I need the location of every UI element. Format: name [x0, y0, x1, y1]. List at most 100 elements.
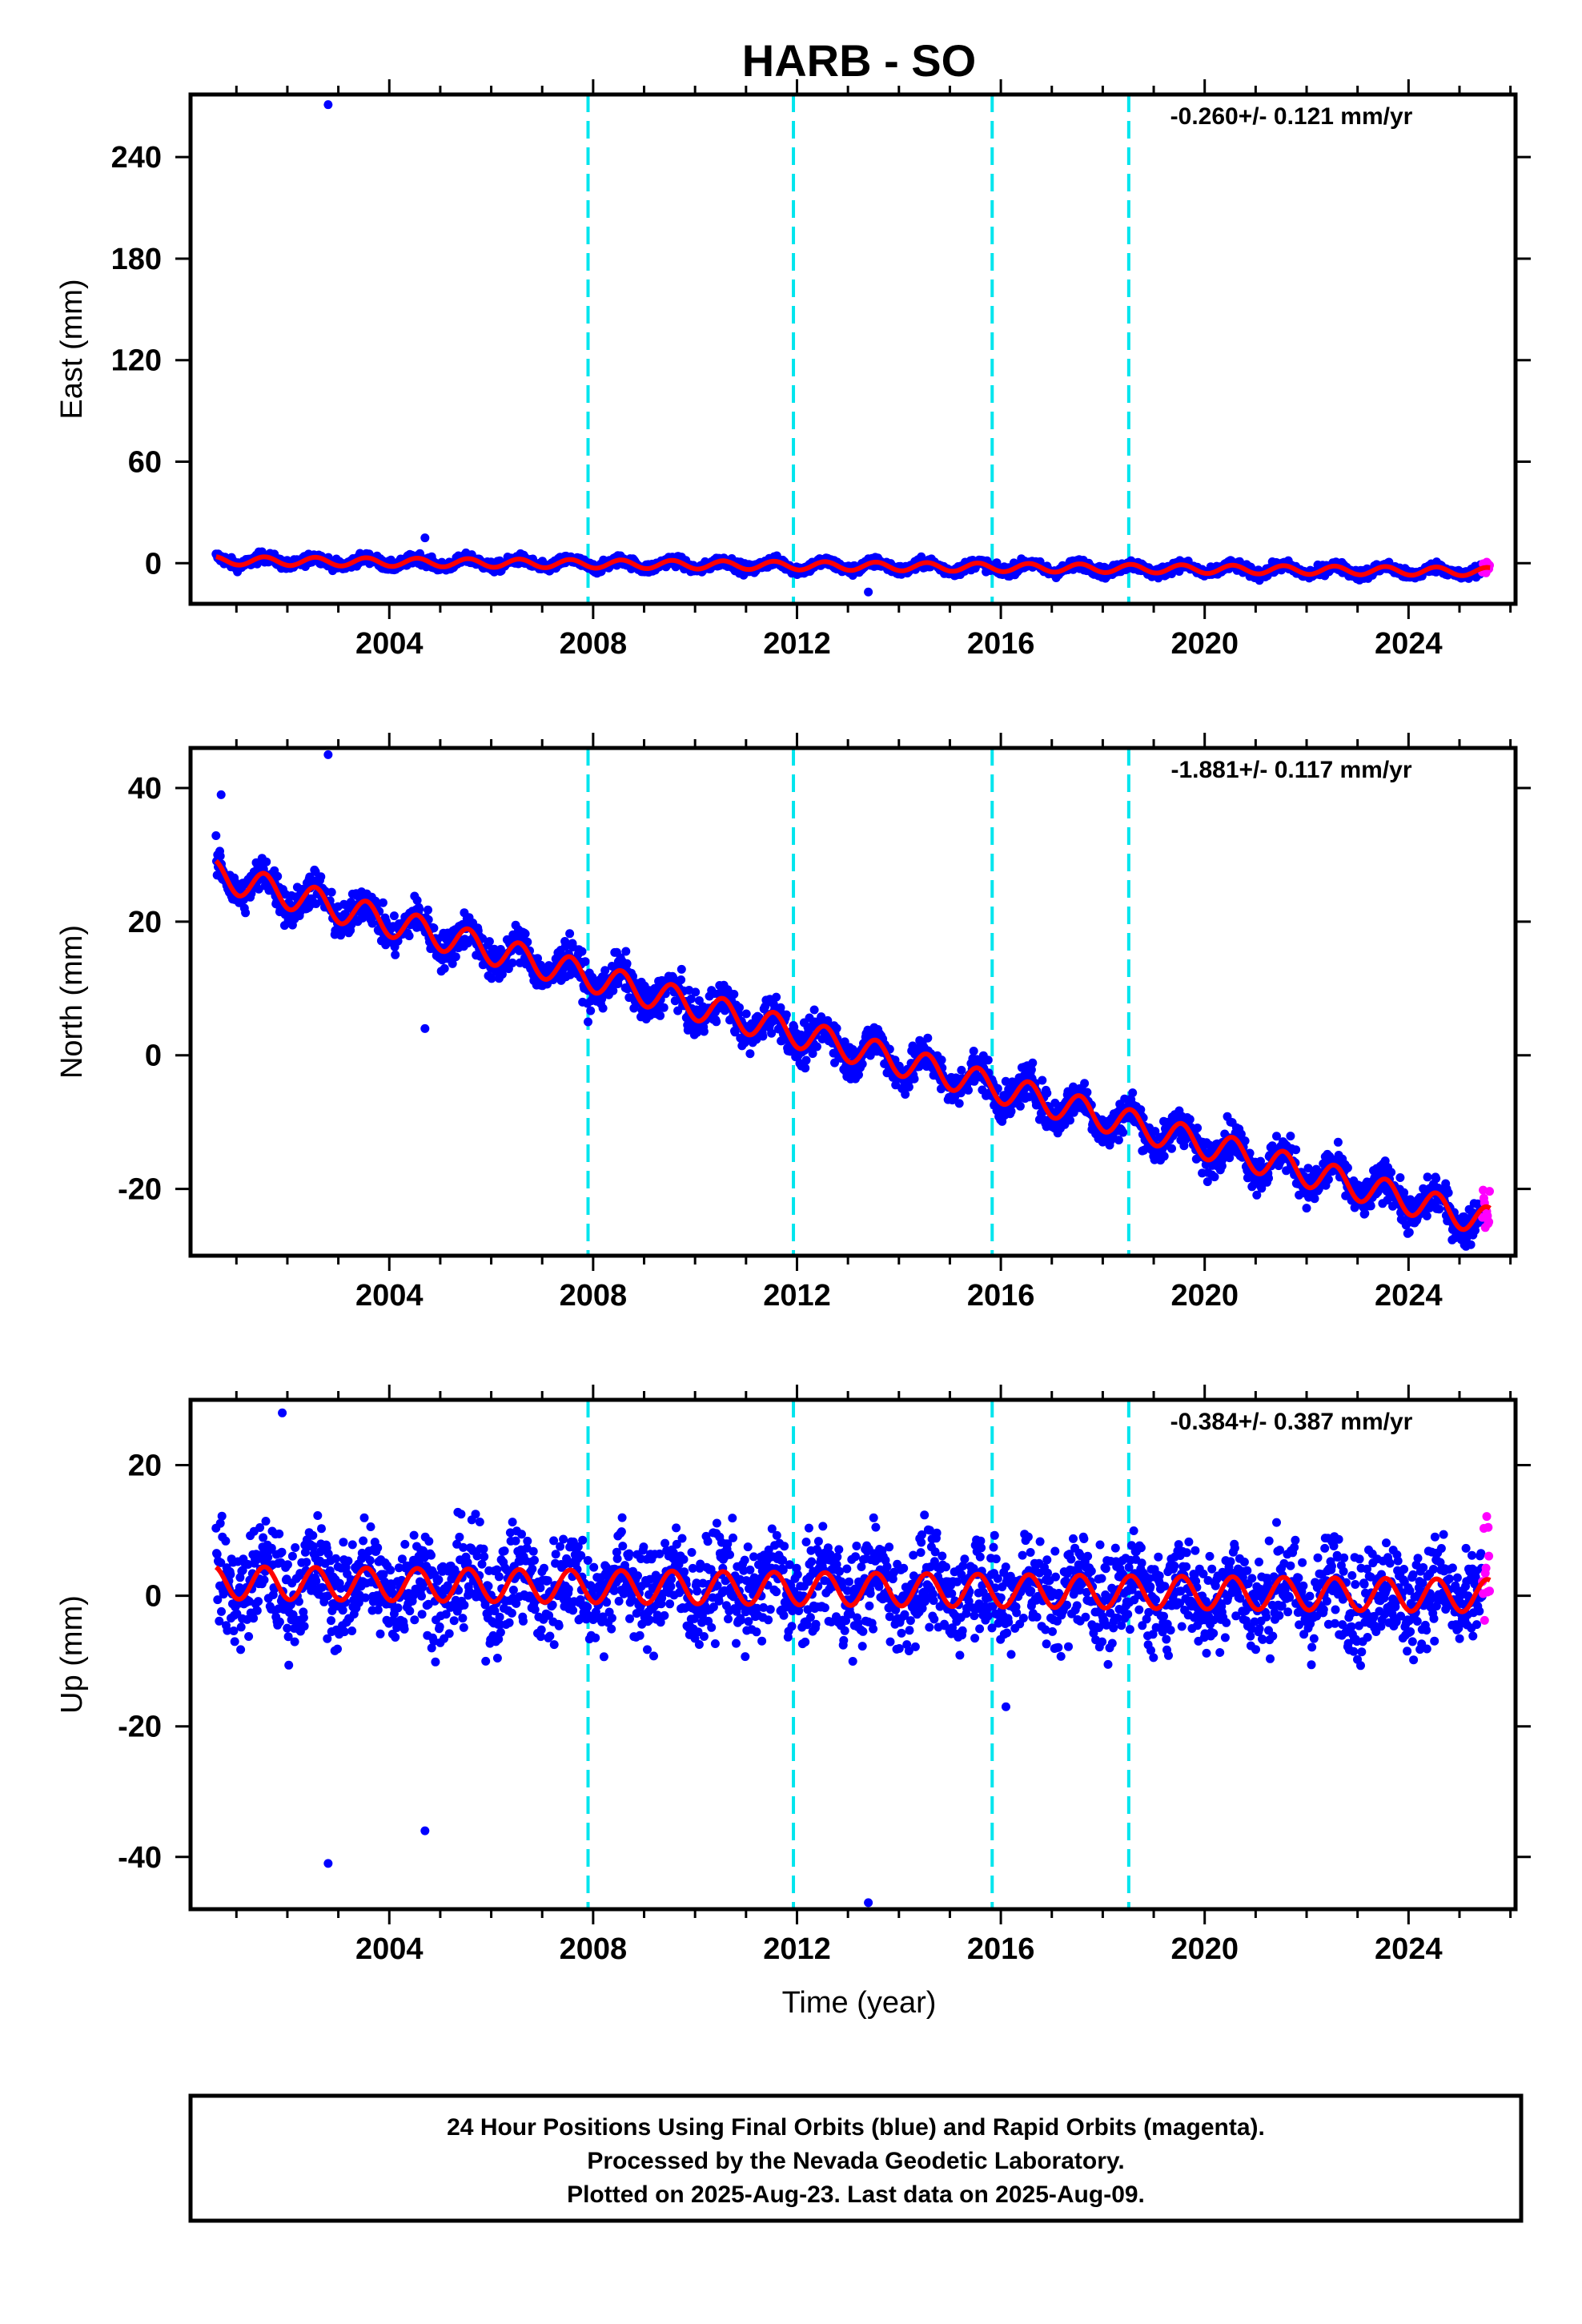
data-point — [378, 898, 387, 907]
data-point — [801, 1055, 811, 1065]
data-point — [597, 994, 607, 1003]
data-point — [1291, 1145, 1301, 1155]
data-point — [215, 851, 225, 861]
x-tick-label: 2024 — [1375, 1279, 1443, 1313]
data-point — [686, 994, 696, 1003]
data-point — [415, 904, 424, 914]
rapid-point — [1485, 1187, 1494, 1196]
outlier-point — [323, 100, 333, 110]
data-point — [273, 871, 283, 881]
final-orbit-points — [211, 831, 1487, 1251]
data-point — [629, 1003, 639, 1013]
data-point — [1443, 1188, 1453, 1197]
data-point — [857, 1059, 867, 1069]
data-point — [1114, 1136, 1123, 1145]
final-orbit-points — [211, 547, 1487, 585]
data-point — [487, 974, 496, 983]
data-point — [904, 1082, 913, 1092]
data-point — [954, 1099, 964, 1108]
data-point — [1159, 1152, 1169, 1161]
data-point — [533, 954, 542, 963]
panels-group: 2004 2008 2012 2016 2020 2024060120180240East… — [55, 79, 1531, 1966]
data-point — [1028, 1058, 1038, 1068]
x-tick-label: 2020 — [1170, 1279, 1239, 1313]
data-point — [741, 1009, 751, 1019]
y-axis-label: East (mm) — [55, 279, 89, 419]
data-point — [776, 1003, 785, 1012]
data-point — [1185, 1115, 1195, 1124]
data-point — [1399, 1188, 1409, 1197]
data-point — [523, 937, 532, 947]
data-point — [809, 1005, 819, 1015]
data-point — [217, 1606, 226, 1616]
x-tick-label: 2016 — [967, 1279, 1035, 1313]
data-point — [1001, 1076, 1010, 1086]
x-tick-label: 2020 — [1170, 627, 1239, 661]
data-point — [440, 963, 449, 973]
data-point — [448, 959, 457, 968]
data-point — [565, 929, 575, 939]
data-point — [1302, 1204, 1311, 1213]
data-point — [262, 857, 271, 866]
data-point — [1015, 1101, 1025, 1111]
outlier-point — [420, 533, 430, 543]
data-point — [937, 1055, 946, 1065]
data-point — [735, 1003, 744, 1012]
data-point — [1193, 1124, 1203, 1132]
data-point — [969, 1047, 978, 1055]
panel-1: 2004 2008 2012 2016 2020 2024060120180240East… — [55, 79, 1531, 661]
data-point — [236, 1645, 246, 1655]
y-tick-label: -20 — [118, 1173, 162, 1207]
data-point — [1066, 1116, 1074, 1125]
outlier-point — [864, 587, 873, 597]
data-point — [1082, 1088, 1092, 1097]
data-point — [691, 987, 701, 997]
model-fit-line — [215, 554, 1491, 578]
data-point — [424, 905, 432, 915]
chart-title: HARB - SO — [742, 35, 976, 86]
data-point — [451, 952, 460, 962]
data-point — [923, 1033, 933, 1043]
data-point — [801, 1063, 810, 1073]
data-point — [964, 1085, 973, 1095]
data-point — [598, 1003, 608, 1013]
data-point — [508, 958, 517, 967]
data-point — [832, 1023, 841, 1033]
data-point — [327, 887, 336, 897]
data-point — [1366, 1201, 1375, 1211]
velocity-rate-label: -1.881+/- 0.117 mm/yr — [1170, 757, 1411, 783]
plot-area — [211, 94, 1494, 604]
y-tick-label: 240 — [111, 141, 162, 175]
data-point — [1395, 1173, 1405, 1182]
data-point — [1387, 1168, 1396, 1177]
data-point — [560, 942, 570, 951]
outlier-point — [216, 790, 226, 799]
data-point — [1026, 1065, 1036, 1075]
data-point — [580, 957, 590, 967]
y-tick-label: 20 — [128, 906, 162, 939]
data-point — [901, 1090, 910, 1099]
data-point — [520, 929, 530, 939]
data-point — [1006, 1107, 1016, 1116]
data-point — [391, 950, 400, 959]
y-tick-label: 120 — [111, 344, 162, 378]
data-point — [781, 1010, 791, 1019]
data-point — [772, 992, 781, 1002]
data-point — [1310, 1194, 1319, 1204]
data-point — [1118, 1128, 1128, 1137]
x-tick-label: 2008 — [560, 1279, 628, 1313]
data-point — [1431, 1174, 1441, 1184]
x-tick-label: 2012 — [763, 1279, 831, 1313]
data-point — [536, 960, 545, 970]
y-axis-label: North (mm) — [55, 925, 89, 1079]
data-point — [730, 1027, 740, 1037]
data-point — [1404, 1228, 1414, 1237]
data-point — [236, 1622, 246, 1632]
data-point — [1264, 1173, 1273, 1183]
data-point — [429, 923, 439, 933]
data-point — [1167, 1144, 1176, 1153]
data-point — [316, 872, 326, 882]
data-point — [854, 1070, 863, 1080]
outlier-point — [584, 1017, 592, 1027]
